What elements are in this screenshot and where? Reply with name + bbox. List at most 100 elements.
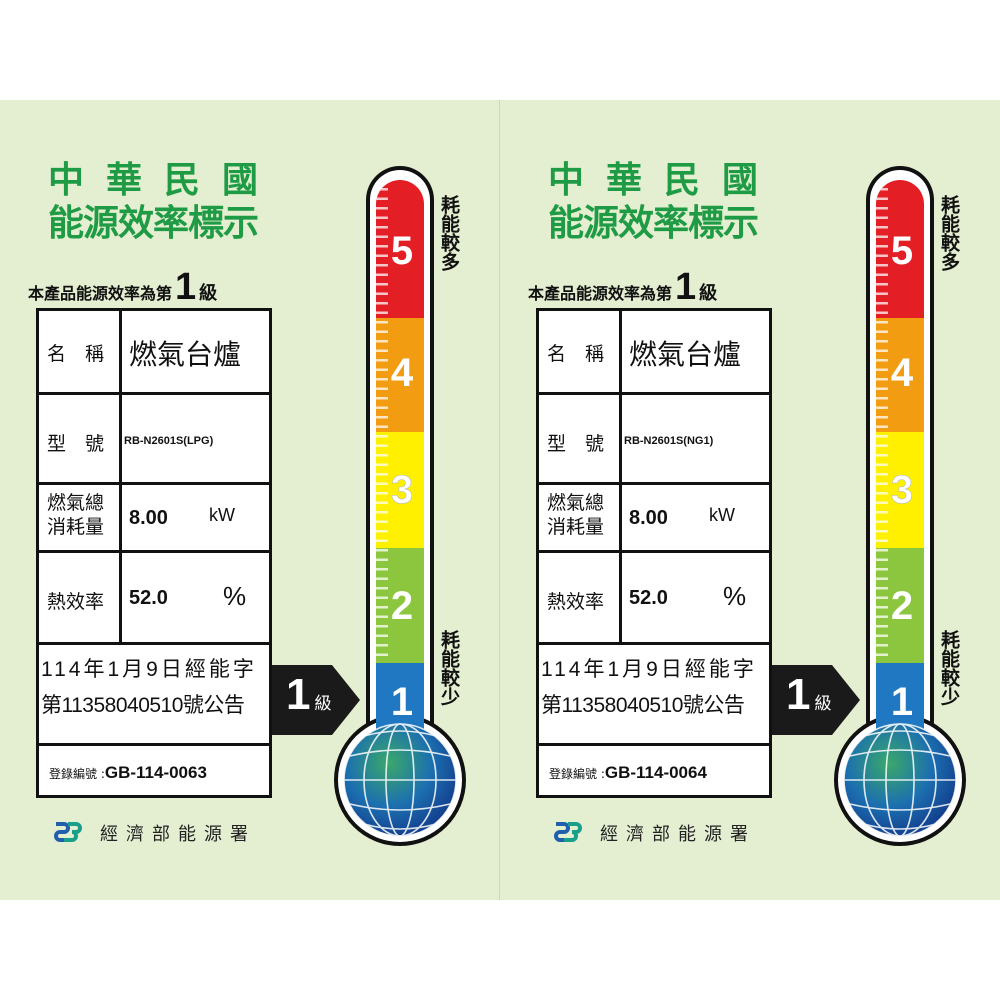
model-label: 型 號 <box>47 433 105 455</box>
scale-tick <box>376 435 388 438</box>
scale-tick <box>376 615 388 618</box>
row-divider <box>39 642 269 645</box>
scale-tick <box>376 644 388 647</box>
scale-tick <box>876 216 888 219</box>
scale-tick <box>376 482 388 485</box>
row-divider <box>539 482 769 485</box>
scale-tick <box>876 397 888 400</box>
scale-tick <box>376 463 388 466</box>
scale-tick <box>376 340 388 343</box>
scale-tick <box>876 473 888 476</box>
scale-tick <box>876 549 888 552</box>
scale-tick <box>376 625 388 628</box>
scale-tick <box>376 454 388 457</box>
scale-tick <box>376 245 388 248</box>
grade-arrow <box>772 665 860 735</box>
model-value: RB-N2601S(LPG) <box>124 435 214 447</box>
consumption-unit: kW <box>209 505 235 525</box>
scale-tick <box>376 606 388 609</box>
grade-2-band <box>376 548 424 663</box>
grade-arrow <box>272 665 360 735</box>
scale-tick <box>376 330 388 333</box>
scale-tick <box>876 454 888 457</box>
efficiency-value: 52.0 <box>129 587 168 609</box>
scale-tick <box>876 188 888 191</box>
scale-tick <box>876 644 888 647</box>
low-consumption-label: 耗能較少 <box>938 630 960 706</box>
scale-tick <box>376 321 388 324</box>
scale-tick <box>376 568 388 571</box>
scale-tick <box>376 397 388 400</box>
scale-tick <box>376 577 388 580</box>
registration-number: GB-114-0063 <box>104 763 207 782</box>
row-divider <box>39 550 269 553</box>
agency-name: 經濟部能源署 <box>600 824 756 845</box>
scale-tick <box>876 226 888 229</box>
scale-tick <box>376 349 388 352</box>
efficiency-unit: % <box>723 581 747 611</box>
scale-tick <box>876 568 888 571</box>
name-label: 名 稱 <box>47 343 105 365</box>
row-divider <box>539 642 769 645</box>
efficiency-value: 52.0 <box>629 587 668 609</box>
scale-tick <box>876 653 888 656</box>
scale-tick <box>876 330 888 333</box>
scale-tick <box>876 235 888 238</box>
announcement-line2: 第11358040510號公告 <box>541 694 745 717</box>
name-value: 燃氣台爐 <box>629 338 742 371</box>
grade-number: 1 <box>175 266 197 308</box>
scale-tick <box>376 359 388 362</box>
scale-number-2: 2 <box>891 584 913 628</box>
scale-tick <box>376 368 388 371</box>
row-divider <box>539 392 769 395</box>
grade-sentence: 本產品能源效率為第1 級 <box>28 266 218 308</box>
scale-number-1: 1 <box>891 680 913 724</box>
model-value: RB-N2601S(NG1) <box>624 435 714 447</box>
energy-label-lpg: 中華民國 能源效率標示 本產品能源效率為第1 級 名 稱 燃氣台爐 型 號 RB-… <box>0 100 500 900</box>
scale-tick <box>876 321 888 324</box>
scale-tick <box>876 197 888 200</box>
scale-tick <box>876 283 888 286</box>
model-label: 型 號 <box>547 433 605 455</box>
scale-tick <box>376 653 388 656</box>
scale-tick <box>876 311 888 314</box>
scale-tick <box>876 587 888 590</box>
scale-tick <box>376 283 388 286</box>
scale-tick <box>376 444 388 447</box>
scale-tick <box>876 539 888 542</box>
efficiency-unit: % <box>223 581 247 611</box>
announcement-line1: 114年1月9日經能字 <box>541 658 757 681</box>
scale-number-2: 2 <box>391 584 413 628</box>
scale-tick <box>876 387 888 390</box>
grade-sentence: 本產品能源效率為第1 級 <box>528 266 717 308</box>
scale-number-3: 3 <box>391 468 413 512</box>
scale-tick <box>376 539 388 542</box>
scale-tick <box>876 254 888 257</box>
grade-4-band <box>876 318 924 432</box>
scale-tick <box>376 520 388 523</box>
scale-tick <box>876 302 888 305</box>
scale-tick <box>876 378 888 381</box>
scale-number-5: 5 <box>391 229 413 273</box>
consumption-label-line1: 燃氣總 <box>547 492 605 514</box>
scale-tick <box>876 273 888 276</box>
scale-tick <box>876 577 888 580</box>
thermometer-scale: 5 4 3 2 1 <box>334 166 466 846</box>
grade-sentence-prefix: 本產品能源效率為第 <box>28 284 173 303</box>
scale-tick <box>876 264 888 267</box>
scale-tick <box>376 596 388 599</box>
scale-tick <box>876 520 888 523</box>
consumption-value: 8.00 <box>129 507 168 529</box>
scale-tick <box>876 615 888 618</box>
scale-tick <box>376 235 388 238</box>
scale-tick <box>876 207 888 210</box>
grade-suffix: 級 <box>199 283 218 304</box>
scale-tick <box>376 207 388 210</box>
arrow-grade-number: 1 <box>286 670 311 719</box>
grade-3-band <box>876 432 924 548</box>
scale-tick <box>876 245 888 248</box>
scale-tick <box>376 501 388 504</box>
title-label: 能源效率標示 <box>548 203 759 244</box>
agency-logo-icon <box>554 822 582 842</box>
scale-tick <box>376 634 388 637</box>
